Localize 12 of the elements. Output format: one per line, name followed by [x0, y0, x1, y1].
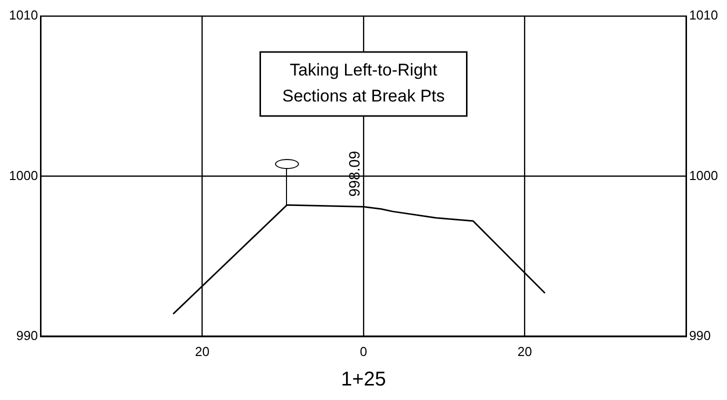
x-tick-label: 0 — [360, 344, 368, 359]
x-tick-label: 20 — [194, 344, 210, 359]
y2-tick-label: 1010 — [689, 8, 718, 23]
x-axis-title: 1+25 — [340, 368, 386, 391]
y-tick-label: 1010 — [9, 8, 38, 23]
y2-tick-label: 1000 — [689, 168, 718, 183]
y-tick-label: 1000 — [9, 168, 38, 183]
x-tick-label: 20 — [518, 344, 532, 359]
annotation: Taking Left-to-Right Sections at Break Pts — [282, 60, 445, 106]
y2-tick-label: 990 — [689, 328, 711, 343]
annotation: 998.09 — [346, 150, 364, 197]
y-tick-label: 990 — [16, 328, 38, 343]
